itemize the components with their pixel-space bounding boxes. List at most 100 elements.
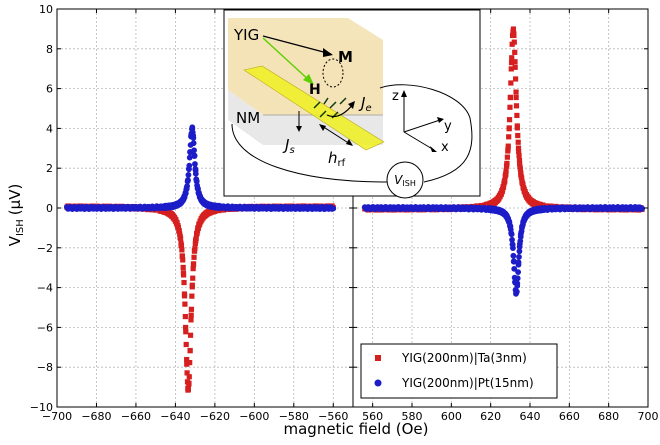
data-point-square — [512, 64, 518, 70]
x-tick-label: −620 — [200, 410, 230, 423]
data-point-square — [183, 324, 189, 331]
data-point-circle — [514, 280, 521, 287]
data-point-square — [192, 240, 198, 246]
data-point-square — [515, 145, 522, 151]
data-point-square — [181, 279, 187, 286]
data-point-circle — [330, 205, 337, 212]
data-point-square — [506, 134, 512, 140]
y-axis-label-sub: ISH — [15, 219, 26, 236]
axes-layer: −700 −680 −660 −640 −620 −600 −580 −560 560 580 60… — [30, 3, 659, 423]
data-point-circle — [510, 252, 517, 259]
data-point-square — [187, 348, 193, 354]
data-point-square — [188, 312, 194, 318]
data-point-square — [185, 386, 191, 392]
axis-y-label: y — [444, 119, 452, 134]
data-point-square — [193, 235, 199, 241]
data-point-square — [503, 172, 509, 178]
data-point-circle — [192, 170, 199, 177]
y-tick-label: −4 — [37, 282, 53, 295]
data-point-circle — [185, 172, 192, 178]
coordinate-axes — [403, 94, 441, 151]
data-point-square — [190, 266, 196, 272]
legend-marker-pt — [374, 379, 382, 387]
data-point-square — [188, 306, 195, 312]
data-point-circle — [508, 231, 515, 238]
data-point-square — [181, 293, 188, 299]
data-point-square — [517, 161, 523, 167]
js-sub: s — [289, 145, 294, 156]
data-point-circle — [516, 254, 522, 260]
x-tick-label: 600 — [441, 410, 462, 423]
legend: YIG(200nm)|Ta(3nm) YIG(200nm)|Pt(15nm) — [360, 343, 558, 399]
data-layer — [63, 26, 645, 393]
x-tick-label: 580 — [402, 410, 423, 423]
data-point-square — [191, 254, 197, 260]
data-point-square — [177, 235, 184, 241]
data-point-circle — [191, 147, 197, 154]
data-point-square — [183, 341, 189, 348]
data-point-square — [511, 32, 517, 39]
y-tick-label: 10 — [39, 3, 53, 16]
data-point-square — [516, 152, 522, 159]
x-tick-label: 660 — [559, 410, 580, 423]
y-tick-label: −6 — [37, 321, 53, 334]
data-point-square — [182, 313, 188, 320]
data-point-circle — [510, 258, 517, 265]
data-point-circle — [184, 183, 191, 190]
x-tick-label: −660 — [121, 410, 151, 423]
y-tick-label: −2 — [37, 242, 53, 255]
data-point-circle — [515, 269, 522, 276]
inset-voltmeter-label: VISH — [394, 173, 416, 188]
y-tick-label: 2 — [46, 162, 53, 175]
data-point-square — [515, 139, 521, 145]
data-point-square — [500, 184, 507, 190]
legend-label-pt: YIG(200nm)|Pt(15nm) — [401, 376, 534, 390]
data-point-square — [179, 253, 185, 259]
x-tick-label: −580 — [279, 410, 309, 423]
v-main: V — [394, 173, 403, 187]
data-point-circle — [509, 236, 515, 243]
inset-hrf-label: hrf — [328, 149, 346, 169]
data-point-square — [517, 166, 523, 172]
inset-schematic: YIG M H Je NM Js hr — [223, 9, 481, 199]
data-point-circle — [192, 161, 198, 167]
legend-label-ta: YIG(200nm)|Ta(3nm) — [401, 351, 527, 365]
data-point-square — [519, 175, 525, 181]
y-axis-label-main: V — [6, 235, 24, 246]
data-point-square — [184, 370, 190, 376]
x-tick-label: −600 — [239, 410, 269, 423]
data-point-square — [514, 125, 520, 131]
circuit-wire — [231, 84, 473, 183]
data-point-circle — [190, 135, 197, 141]
data-point-square — [176, 228, 182, 234]
x-tick-label: −700 — [42, 410, 72, 423]
data-point-square — [195, 225, 201, 231]
hrf-main: h — [328, 149, 338, 167]
data-point-circle — [514, 275, 521, 282]
data-point-square — [190, 261, 197, 267]
inset-field-label: H — [309, 82, 321, 98]
legend-marker-ta — [375, 355, 381, 361]
svg-text:VISH(μV): VISH (μV) — [6, 184, 26, 247]
data-point-circle — [517, 238, 524, 245]
data-point-square — [514, 112, 520, 119]
data-point-square — [174, 220, 180, 226]
y-tick-label: 0 — [46, 202, 53, 215]
data-point-square — [508, 66, 514, 72]
data-point-square — [513, 94, 519, 101]
x-tick-label: 700 — [638, 410, 659, 423]
data-point-square — [512, 59, 518, 65]
je-main: J — [358, 94, 365, 112]
y-tick-label: −10 — [30, 401, 53, 414]
legend-box — [360, 343, 558, 399]
data-point-square — [181, 272, 187, 278]
nm-layer-front — [228, 90, 263, 145]
data-point-square — [513, 89, 519, 95]
y-axis-label-unit: (μV) — [6, 184, 24, 216]
data-point-square — [188, 317, 194, 323]
data-point-square — [510, 26, 517, 32]
data-point-square — [508, 80, 514, 86]
data-point-square — [180, 257, 186, 263]
yig-layer-top — [228, 18, 383, 40]
